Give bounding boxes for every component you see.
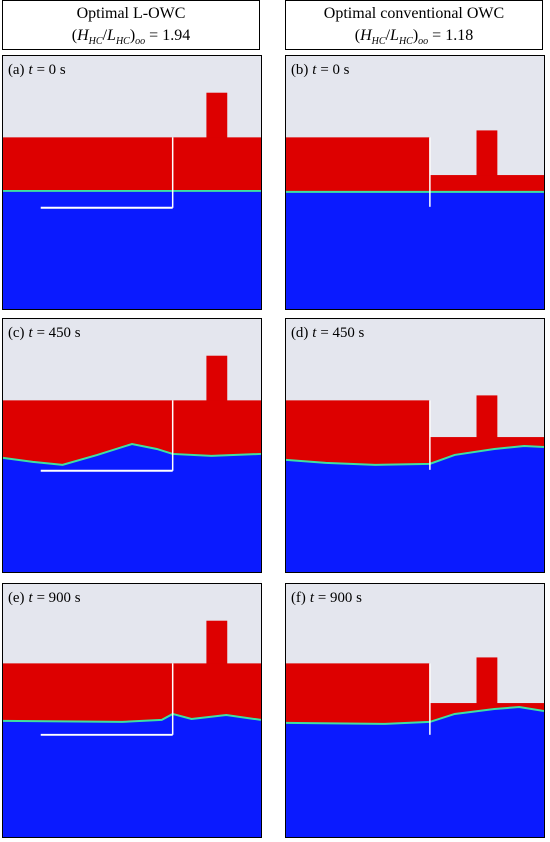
panel-canvas: (b) t = 0 s	[286, 56, 544, 309]
column-header: Optimal conventional OWC (HHC/LHC)oo = 1.1…	[285, 0, 543, 50]
simulation-panel: (e) t = 900 s	[2, 583, 262, 838]
simulation-panel: (c) t = 450 s	[2, 318, 262, 573]
simulation-panel: (d) t = 450 s	[285, 318, 545, 573]
water	[286, 191, 544, 309]
formula-part: )	[412, 27, 419, 44]
formula-part: HC	[398, 36, 413, 48]
time-value: = 450 s	[37, 325, 81, 341]
water	[3, 713, 261, 837]
formula-part: L	[390, 27, 399, 44]
formula-part: HC	[371, 36, 386, 48]
time-value: = 0 s	[37, 62, 66, 78]
panel-label: (e) t = 900 s	[8, 590, 81, 606]
column-title: Optimal L-OWC	[76, 5, 186, 22]
time-var: t	[312, 62, 317, 78]
water	[286, 707, 544, 837]
water	[286, 445, 544, 572]
column-title: Optimal conventional OWC	[323, 5, 505, 22]
panel-letter: (e)	[8, 590, 25, 606]
panel-canvas: (d) t = 450 s	[285, 319, 545, 572]
time-value: = 0 s	[320, 62, 349, 78]
formula-part: HC	[115, 36, 130, 48]
simulation-panel: (b) t = 0 s	[285, 55, 545, 310]
water	[3, 444, 261, 572]
formula-part: oo	[418, 36, 429, 48]
panel-canvas: (a) t = 0 s	[3, 56, 261, 309]
formula-part: (	[71, 27, 78, 44]
time-value: = 900 s	[318, 590, 362, 606]
ratio-value: = 1.94	[149, 27, 191, 44]
ratio-formula: (HHC/LHC)oo = 1.94	[3, 25, 259, 53]
formula-part: /	[102, 27, 108, 44]
time-value: = 450 s	[320, 325, 364, 341]
time-var: t	[28, 590, 33, 606]
time-var: t	[28, 325, 33, 341]
formula-part: H	[360, 27, 372, 44]
panel-label: (f) t = 900 s	[291, 590, 362, 606]
panel-letter: (a)	[8, 62, 25, 78]
formula-part: H	[77, 27, 89, 44]
panel-letter: (b)	[291, 62, 308, 78]
free-surface	[2, 442, 262, 466]
time-var: t	[28, 62, 33, 78]
formula-part: HC	[88, 36, 103, 48]
simulation-panel: (f) t = 900 s	[285, 583, 545, 838]
panel-label: (c) t = 450 s	[8, 325, 81, 341]
panel-canvas: (f) t = 900 s	[286, 584, 545, 837]
free-surface	[285, 445, 545, 466]
free-surface	[286, 706, 545, 725]
time-var: t	[312, 325, 317, 341]
panel-label: (d) t = 450 s	[291, 325, 365, 341]
formula-part: /	[385, 27, 391, 44]
panel-letter: (d)	[291, 325, 308, 341]
formula-part: )	[129, 27, 136, 44]
ratio-formula: (HHC/LHC)oo = 1.18	[286, 25, 542, 53]
formula-part: L	[107, 27, 116, 44]
time-var: t	[310, 590, 315, 606]
time-value: = 900 s	[37, 590, 81, 606]
panel-letter: (c)	[8, 325, 25, 341]
ratio-value: = 1.18	[432, 27, 474, 44]
formula-part: oo	[135, 36, 146, 48]
panel-letter: (f)	[291, 590, 306, 606]
formula-part: (	[354, 27, 361, 44]
simulation-panel: (a) t = 0 s	[2, 55, 262, 310]
panel-label: (b) t = 0 s	[291, 62, 350, 78]
water	[3, 190, 261, 309]
column-header: Optimal L-OWC (HHC/LHC)oo = 1.94	[2, 0, 260, 50]
panel-label: (a) t = 0 s	[8, 62, 66, 78]
panel-canvas: (e) t = 900 s	[3, 584, 262, 837]
panel-canvas: (c) t = 450 s	[2, 319, 262, 572]
